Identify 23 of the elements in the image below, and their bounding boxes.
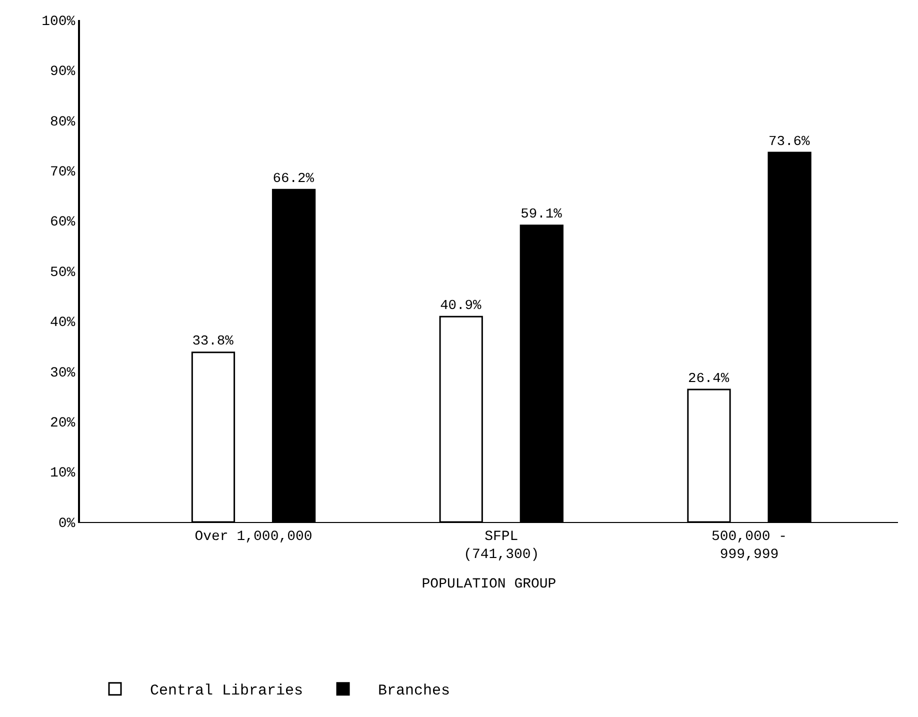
y-tick-label: 20% (50, 416, 76, 432)
data-label: 40.9% (440, 299, 482, 314)
y-tick-label: 50% (50, 264, 76, 281)
data-label: 26.4% (688, 372, 730, 387)
legend-label: Branches (378, 682, 450, 700)
data-label: 33.8% (192, 334, 234, 350)
y-tick-label: 70% (50, 164, 76, 180)
y-tick-label: 60% (50, 214, 76, 231)
y-tick-label: 80% (50, 114, 76, 130)
y-tick-label: 10% (50, 466, 76, 482)
x-tick-label: Over 1,000,000 (194, 528, 312, 545)
y-tick-label: 0% (58, 516, 76, 532)
x-tick-label: 500,000 - 999,999 (711, 528, 788, 563)
legend-label: Central Libraries (150, 682, 304, 700)
data-label: 66.2% (272, 172, 315, 188)
y-tick-label: 40% (50, 315, 76, 332)
y-tick-label: 90% (50, 64, 76, 80)
x-axis-title: POPULATION GROUP (422, 576, 556, 592)
data-label: 73.6% (768, 134, 810, 150)
x-tick-label: SFPL (741,300) (464, 528, 540, 563)
data-label: 59.1% (520, 208, 563, 223)
y-tick-label: 30% (50, 365, 76, 382)
y-tick-label: 100% (42, 14, 76, 30)
